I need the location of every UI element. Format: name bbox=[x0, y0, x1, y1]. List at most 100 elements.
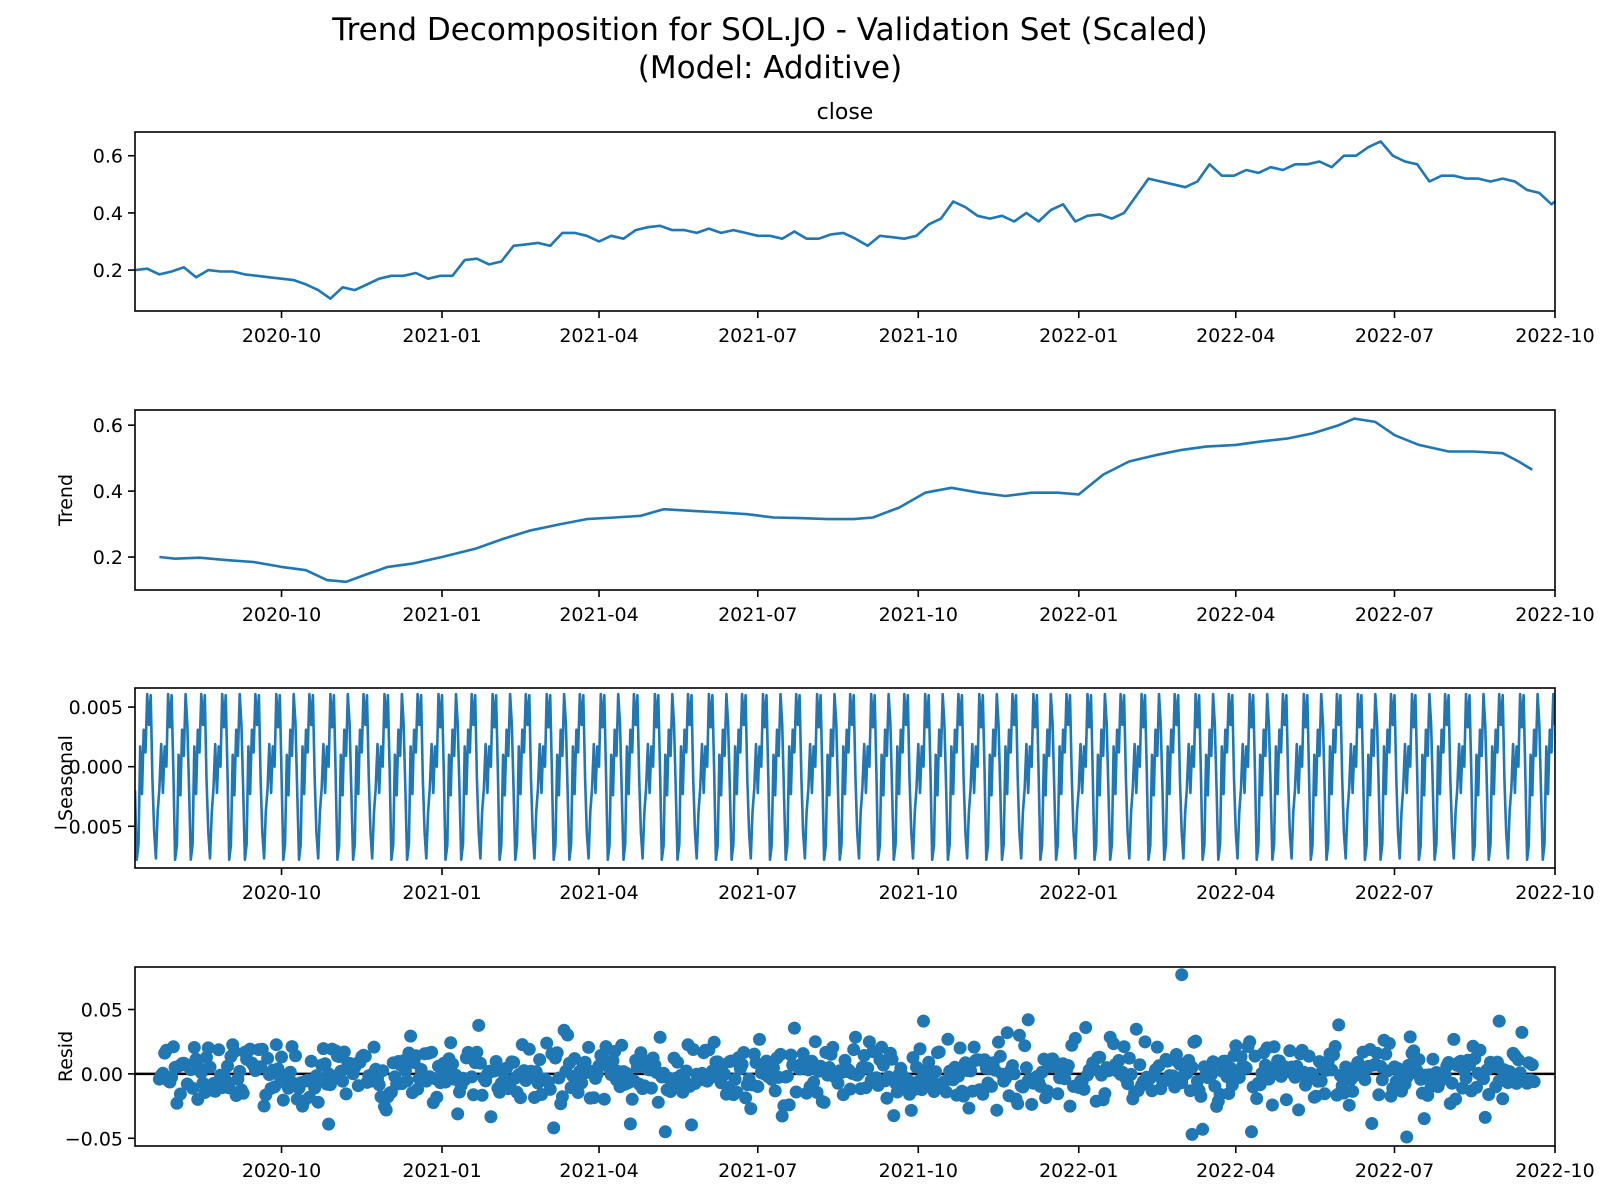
resid-point bbox=[1382, 1037, 1396, 1050]
y-tick-label: 0.6 bbox=[93, 146, 123, 168]
resid-point bbox=[644, 1081, 658, 1095]
resid-point bbox=[929, 1065, 943, 1079]
x-tick-label: 2021-10 bbox=[879, 882, 958, 904]
resid-point bbox=[575, 1076, 589, 1090]
resid-point bbox=[1189, 1034, 1203, 1048]
resid-point bbox=[1166, 1069, 1180, 1083]
y-axis-label: Trend bbox=[55, 474, 77, 527]
resid-point bbox=[1346, 1084, 1360, 1098]
resid-point bbox=[1470, 1080, 1483, 1094]
resid-point bbox=[379, 1103, 393, 1117]
resid-point bbox=[1302, 1049, 1316, 1063]
resid-point bbox=[1040, 1084, 1054, 1098]
resid-point bbox=[653, 1030, 667, 1044]
resid-point bbox=[1063, 1099, 1077, 1113]
resid-point bbox=[962, 1101, 976, 1115]
y-tick-label: 0.2 bbox=[93, 260, 123, 282]
resid-point bbox=[1332, 1018, 1346, 1032]
resid-point bbox=[261, 1051, 275, 1065]
resid-point bbox=[1239, 1061, 1253, 1075]
x-tick-label: 2021-07 bbox=[718, 1160, 797, 1182]
resid-point bbox=[976, 1087, 990, 1101]
plot-area bbox=[159, 417, 1533, 584]
resid-point bbox=[768, 1084, 782, 1098]
resid-point bbox=[446, 1057, 459, 1071]
resid-point bbox=[744, 1102, 758, 1116]
resid-point bbox=[400, 1074, 414, 1088]
resid-point bbox=[679, 1064, 693, 1078]
resid-point bbox=[451, 1107, 465, 1121]
resid-point bbox=[582, 1040, 596, 1054]
y-tick-label: 0.000 bbox=[69, 757, 123, 779]
resid-point bbox=[275, 1050, 288, 1064]
x-tick-label: 2022-10 bbox=[1515, 604, 1594, 626]
resid-point bbox=[917, 1014, 930, 1028]
resid-point bbox=[774, 1047, 787, 1061]
resid-point bbox=[789, 1085, 803, 1099]
y-tick-label: 0.05 bbox=[81, 999, 123, 1021]
resid-point bbox=[1011, 1097, 1025, 1111]
resid-point bbox=[1232, 1071, 1246, 1084]
resid-point bbox=[901, 1073, 915, 1087]
resid-point bbox=[861, 1061, 875, 1075]
resid-point bbox=[831, 1076, 845, 1090]
resid-point bbox=[1403, 1030, 1417, 1044]
resid-point bbox=[1061, 1059, 1075, 1073]
resid-point bbox=[1314, 1074, 1328, 1088]
panel-frame bbox=[134, 687, 1556, 869]
resid-point bbox=[522, 1042, 536, 1056]
resid-point bbox=[885, 1052, 899, 1066]
resid-point bbox=[780, 1069, 794, 1083]
resid-point bbox=[444, 1036, 458, 1050]
resid-point bbox=[555, 1090, 569, 1104]
resid-point bbox=[993, 1049, 1007, 1063]
series-line-seasonal bbox=[135, 692, 1555, 862]
resid-point bbox=[1496, 1092, 1510, 1106]
resid-point bbox=[1400, 1130, 1414, 1144]
resid-point bbox=[1372, 1088, 1386, 1102]
resid-point bbox=[1112, 1054, 1126, 1067]
resid-point bbox=[187, 1041, 201, 1054]
x-tick-label: 2022-01 bbox=[1039, 325, 1118, 347]
resid-point bbox=[1175, 968, 1189, 982]
y-tick-label: 0.2 bbox=[93, 547, 123, 569]
resid-point bbox=[1018, 1039, 1032, 1053]
x-tick-label: 2021-01 bbox=[402, 1160, 481, 1182]
x-tick-label: 2020-10 bbox=[242, 1160, 321, 1182]
resid-point bbox=[686, 1043, 700, 1056]
resid-point bbox=[372, 1078, 386, 1092]
resid-point bbox=[1025, 1097, 1039, 1111]
resid-point bbox=[739, 1091, 753, 1105]
resid-point bbox=[1515, 1025, 1529, 1039]
resid-point bbox=[358, 1049, 372, 1063]
resid-point bbox=[1358, 1073, 1372, 1087]
y-tick-label: 0.6 bbox=[93, 415, 123, 437]
resid-point bbox=[1093, 1050, 1107, 1064]
resid-point bbox=[941, 1032, 955, 1046]
x-tick-label: 2021-07 bbox=[718, 882, 797, 904]
resid-point bbox=[540, 1036, 554, 1050]
resid-point bbox=[964, 1064, 978, 1078]
resid-point bbox=[514, 1091, 527, 1105]
y-tick-label: 0.4 bbox=[93, 203, 123, 225]
resid-point bbox=[735, 1058, 749, 1071]
resid-point bbox=[1000, 1026, 1014, 1040]
resid-point bbox=[1473, 1043, 1487, 1057]
y-tick-label: 0.00 bbox=[81, 1064, 123, 1086]
resid-point bbox=[597, 1092, 611, 1106]
x-tick-label: 2022-07 bbox=[1355, 604, 1434, 626]
x-tick-label: 2020-10 bbox=[242, 882, 321, 904]
resid-point bbox=[337, 1045, 351, 1059]
resid-point bbox=[922, 1055, 936, 1069]
x-tick-label: 2021-04 bbox=[559, 604, 638, 626]
resid-point bbox=[1138, 1035, 1152, 1049]
x-tick-label: 2022-04 bbox=[1196, 325, 1275, 347]
x-tick-label: 2022-07 bbox=[1355, 1160, 1434, 1182]
resid-point bbox=[1098, 1087, 1112, 1101]
resid-point bbox=[1243, 1035, 1257, 1049]
resid-point bbox=[1204, 1068, 1218, 1082]
resid-point bbox=[1079, 1021, 1093, 1034]
panel-trend: Trend 2020-10 2021-01 2021-04 2021-07 2021-10… bbox=[55, 409, 1595, 626]
resid-point bbox=[1229, 1039, 1243, 1053]
